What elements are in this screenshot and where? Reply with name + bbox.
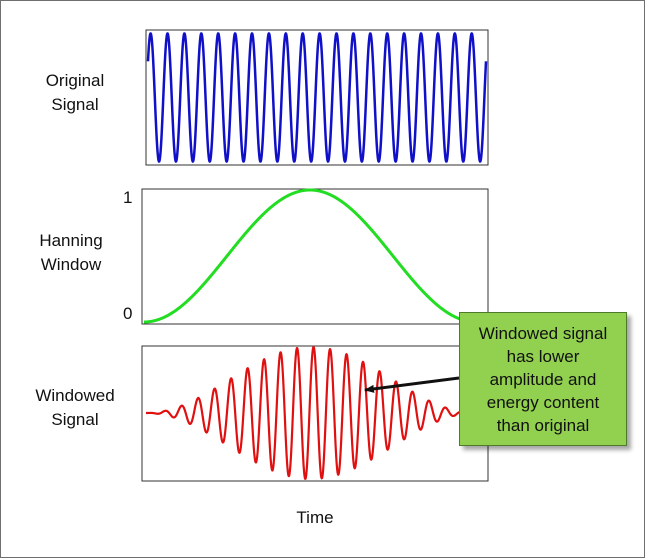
- original-signal-label: Original Signal: [20, 69, 130, 117]
- windowed-signal-label-line1: Windowed: [35, 386, 115, 405]
- hanning-window-label: Hanning Window: [16, 229, 126, 277]
- windowed-signal-panel: [141, 345, 489, 482]
- time-axis-label: Time: [296, 508, 334, 527]
- hanning-window-line: [144, 188, 476, 324]
- original-signal-panel: [145, 29, 489, 166]
- original-signal-line: [146, 32, 488, 163]
- hanning-window-label-line1: Hanning: [39, 231, 103, 250]
- callout-box: Windowed signal has lower amplitude and …: [459, 312, 627, 446]
- windowed-signal-line: [146, 345, 476, 481]
- hanning-window-panel: [141, 188, 489, 325]
- y-tick-zero: 0: [123, 304, 133, 323]
- callout-arrow: [364, 376, 460, 393]
- hanning-window-plot-frame: [141, 188, 489, 325]
- hanning-window-label-line2: Window: [40, 255, 102, 274]
- y-tick-one: 1: [123, 188, 133, 207]
- callout-text: Windowed signal has lower amplitude and …: [478, 323, 608, 435]
- original-signal-label-line2: Signal: [51, 95, 99, 114]
- original-signal-label-line1: Original: [45, 71, 105, 90]
- windowed-signal-label-line2: Signal: [51, 410, 99, 429]
- windowed-signal-label: Windowed Signal: [20, 384, 130, 432]
